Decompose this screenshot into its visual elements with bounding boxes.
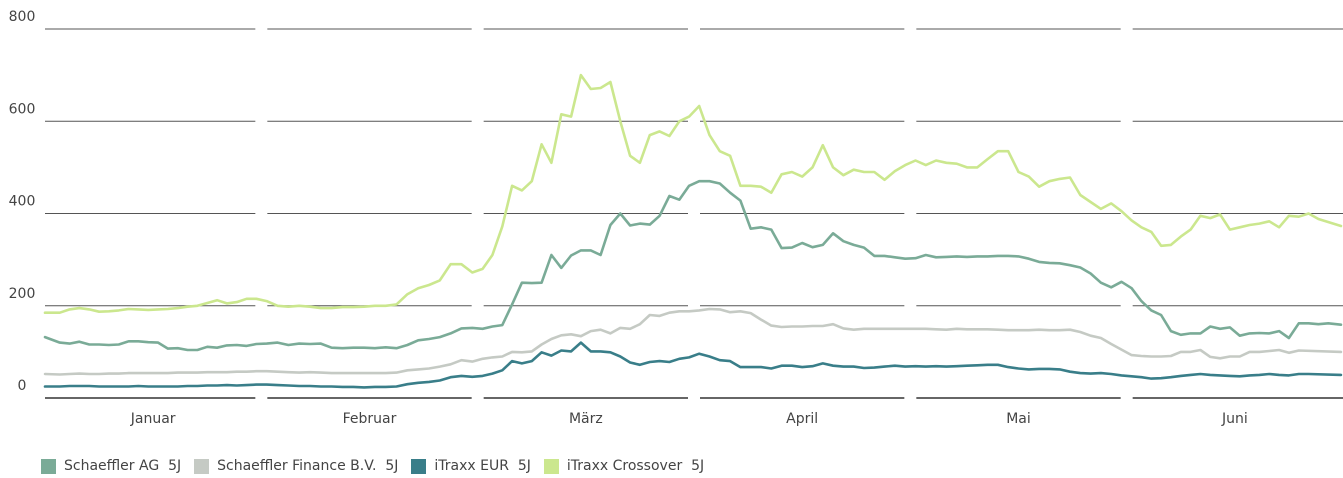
y-tick-label: 200 <box>9 286 36 302</box>
x-tick-label: April <box>786 411 818 427</box>
y-tick-label: 600 <box>9 101 36 117</box>
y-tick-label: 0 <box>18 378 27 394</box>
legend-item-1: Schaeffler AG 5J <box>41 458 181 474</box>
series-line-1 <box>43 179 1343 352</box>
y-axis-ticks: 0 200 400 600 800 <box>9 9 36 394</box>
legend-label: Schaeffler Finance B.V. 5J <box>217 458 399 474</box>
series-line-2 <box>43 307 1343 376</box>
legend-label: iTraxx EUR 5J <box>434 458 531 474</box>
legend-swatch <box>411 458 427 474</box>
legend: Schaeffler AG 5J Schaeffler Finance B.V. … <box>41 458 717 474</box>
x-tick-label: Juni <box>1221 411 1248 427</box>
x-tick-label: Februar <box>343 411 397 427</box>
y-tick-label: 800 <box>9 9 36 25</box>
x-tick-label: Mai <box>1006 411 1031 427</box>
legend-swatch <box>41 458 56 474</box>
x-axis: Januar Februar März April Mai Juni <box>130 411 1248 427</box>
legend-label: Schaeffler AG 5J <box>64 458 182 474</box>
series-line-4 <box>43 73 1343 315</box>
legend-item-2: Schaeffler Finance B.V. 5J <box>194 458 398 474</box>
series-line-3 <box>43 341 1343 389</box>
y-gridlines <box>45 28 1343 399</box>
legend-item-4: iTraxx Crossover 5J <box>543 458 705 474</box>
legend-label: iTraxx Crossover 5J <box>566 458 705 474</box>
y-tick-label: 400 <box>9 194 36 210</box>
series-lines <box>43 73 1343 389</box>
legend-item-3: iTraxx EUR 5J <box>411 458 531 474</box>
legend-swatch <box>543 458 559 474</box>
legend-swatch <box>194 458 210 474</box>
x-tick-label: März <box>569 411 603 427</box>
x-tick-label: Januar <box>130 411 176 427</box>
